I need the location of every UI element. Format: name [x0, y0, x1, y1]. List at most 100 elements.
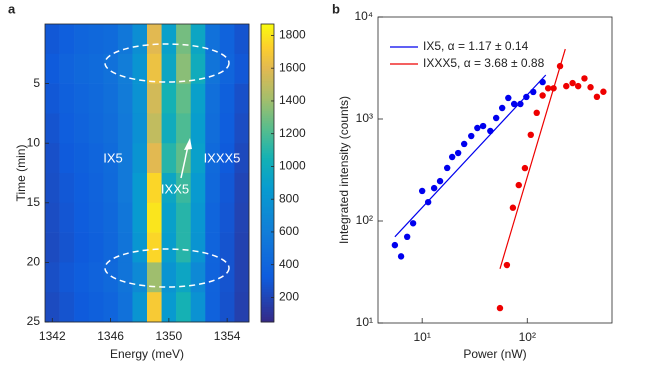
- heatmap-cell: [132, 173, 148, 204]
- colorbar-swatch: [261, 123, 274, 127]
- colorbar-swatch: [261, 143, 274, 147]
- colorbar-swatch: [261, 148, 274, 152]
- annotation: IX5: [103, 150, 123, 165]
- heatmap-cell: [117, 232, 133, 263]
- heatmap-cell: [219, 292, 235, 323]
- colorbar-swatch: [261, 103, 274, 107]
- legend-label: IXXX5, α = 3.68 ± 0.88: [423, 56, 545, 70]
- colorbar-swatch: [261, 33, 274, 37]
- colorbar-swatch: [261, 43, 274, 47]
- y-tick-label: 10: [27, 135, 41, 149]
- heatmap-cell: [190, 83, 206, 114]
- heatmap-cell: [205, 292, 221, 323]
- colorbar-swatch: [261, 71, 274, 75]
- arrow-head: [184, 138, 192, 150]
- heatmap-cell: [234, 262, 250, 293]
- heatmap-cell: [117, 24, 133, 55]
- heatmap-cell: [103, 173, 119, 204]
- heatmap-cell: [147, 83, 162, 114]
- colorbar-swatch: [261, 140, 274, 144]
- colorbar-swatch: [261, 225, 274, 229]
- colorbar-swatch: [261, 145, 274, 149]
- colorbar-swatch: [261, 259, 274, 263]
- data-point: [600, 88, 607, 95]
- heatmap-cell: [59, 292, 75, 323]
- colorbar-swatch: [261, 53, 274, 57]
- heatmap-cell: [117, 173, 133, 204]
- colorbar-tick-label: 400: [279, 257, 299, 271]
- data-point: [503, 261, 511, 269]
- heatmap-cell: [59, 202, 75, 233]
- colorbar-swatch: [261, 319, 274, 323]
- y-tick-label: 20: [27, 255, 41, 269]
- colorbar-swatch: [261, 180, 274, 184]
- y-tick-label: 25: [27, 314, 41, 328]
- colorbar-swatch: [261, 51, 274, 55]
- heatmap-cell: [132, 143, 148, 174]
- colorbar-swatch: [261, 245, 274, 248]
- colorbar-tick-label: 1600: [279, 60, 306, 74]
- colorbar-swatch: [261, 289, 274, 293]
- colorbar-tick-label: 1000: [279, 159, 306, 173]
- colorbar-tick-label: 1800: [279, 28, 306, 42]
- data-point: [539, 78, 546, 86]
- colorbar-swatch: [261, 187, 274, 191]
- heatmap-cell: [132, 292, 148, 323]
- heatmap-cell: [103, 262, 119, 293]
- heatmap-cell: [88, 173, 104, 204]
- heatmap-cell: [219, 53, 235, 84]
- heatmap-cell: [190, 53, 206, 84]
- colorbar-swatch: [261, 287, 274, 291]
- heatmap-cell: [117, 202, 133, 233]
- heatmap-cell: [219, 83, 235, 114]
- heatmap-cell: [176, 113, 192, 144]
- colorbar-swatch: [261, 279, 274, 283]
- colorbar-swatch: [261, 110, 274, 114]
- heatmap-cell: [147, 202, 162, 233]
- colorbar-swatch: [261, 247, 274, 251]
- heatmap-cell: [117, 143, 133, 174]
- heatmap-cell: [190, 292, 206, 323]
- data-point: [587, 84, 594, 91]
- data-point: [409, 220, 417, 227]
- colorbar-swatch: [261, 135, 274, 139]
- colorbar-swatch: [261, 222, 274, 226]
- heatmap-cell: [59, 262, 75, 293]
- heatmap-cell: [74, 262, 90, 293]
- heatmap-cell: [147, 173, 162, 204]
- heatmap-cell: [161, 53, 177, 84]
- colorbar-swatch: [261, 274, 274, 278]
- heatmap-cell: [88, 262, 104, 293]
- heatmap-cell: [74, 292, 90, 323]
- heatmap-cell: [219, 143, 235, 174]
- colorbar-tick-label: 1400: [279, 93, 306, 107]
- colorbar-swatch: [261, 254, 274, 258]
- colorbar-swatch: [261, 28, 274, 32]
- heatmap-cell: [161, 113, 177, 144]
- colorbar-swatch: [261, 257, 274, 261]
- colorbar-swatch: [261, 36, 274, 40]
- heatmap-cell: [103, 232, 119, 263]
- colorbar-swatch: [261, 240, 274, 244]
- heatmap-cell: [147, 53, 162, 84]
- data-point: [468, 132, 475, 140]
- colorbar-swatch: [261, 190, 274, 194]
- heatmap-cell: [147, 292, 162, 323]
- data-point: [509, 204, 517, 211]
- heatmap-cell: [45, 24, 60, 55]
- heatmap-cell: [103, 24, 119, 55]
- heatmap-cell: [205, 24, 221, 55]
- colorbar-swatch: [261, 153, 274, 157]
- colorbar-swatch: [261, 46, 274, 50]
- colorbar-swatch: [261, 66, 274, 70]
- x-tick-label: 1342: [39, 329, 66, 343]
- heatmap-cell: [74, 232, 90, 263]
- heatmap-cell: [205, 262, 221, 293]
- colorbar-swatch: [261, 237, 274, 241]
- heatmap-cell: [234, 232, 250, 263]
- colorbar-swatch: [261, 309, 274, 313]
- heatmap-cell: [59, 113, 75, 144]
- heatmap-cell: [132, 262, 148, 293]
- y-tick-label: 5: [33, 76, 40, 90]
- data-point: [454, 149, 462, 157]
